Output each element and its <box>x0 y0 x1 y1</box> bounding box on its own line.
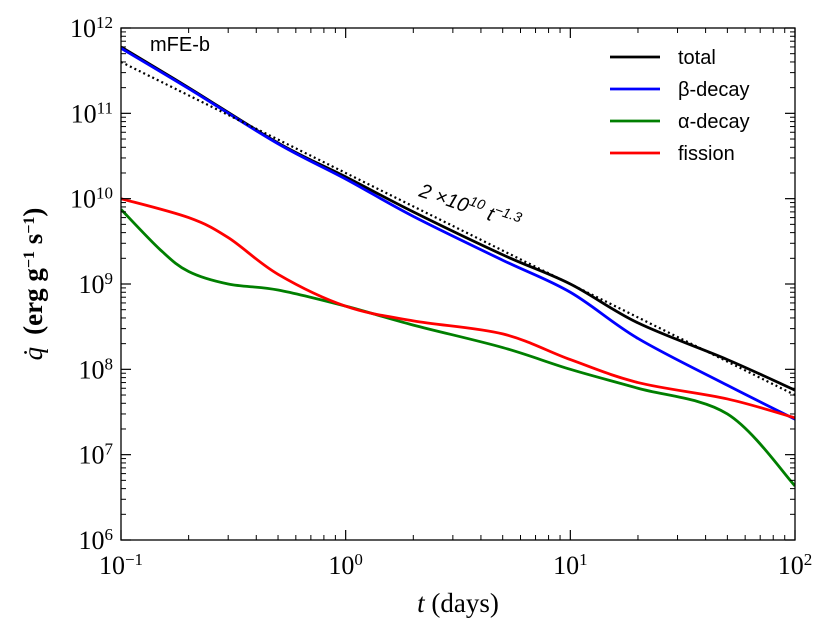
series-line--decay <box>121 208 795 487</box>
legend-label-total: total <box>678 47 716 69</box>
x-tick-label: 10−1 <box>99 550 143 581</box>
legend-label-fission: fission <box>678 143 735 165</box>
legend-label--decay: α-decay <box>678 111 750 133</box>
y-axis-label: q̇(erg g−1 s−1) <box>18 208 48 361</box>
legend: total β-decay α-decay fission <box>610 47 750 165</box>
series-layer <box>121 45 795 487</box>
x-tick-label: 100 <box>328 550 363 581</box>
y-tick-label: 106 <box>79 525 114 556</box>
y-tick-label: 1010 <box>70 183 113 214</box>
y-tick-label: 107 <box>79 439 114 470</box>
x-tick-label: 101 <box>553 550 588 581</box>
legend-label--decay: β-decay <box>678 79 750 101</box>
x-tick-label: 102 <box>778 550 813 581</box>
x-axis-label: t (days) <box>417 588 499 618</box>
y-tick-label: 1012 <box>70 13 113 44</box>
y-tick-label: 109 <box>79 269 114 300</box>
model-annotation: mFE-b <box>150 34 210 56</box>
tick-layer: 10−1 100 101 102 106 107 108 109 1010 1011 1012 <box>70 13 812 581</box>
y-tick-label: 108 <box>79 354 114 385</box>
series-line-fit <box>121 60 795 397</box>
series-line-fission <box>121 197 795 420</box>
y-tick-label: 1011 <box>71 98 113 129</box>
